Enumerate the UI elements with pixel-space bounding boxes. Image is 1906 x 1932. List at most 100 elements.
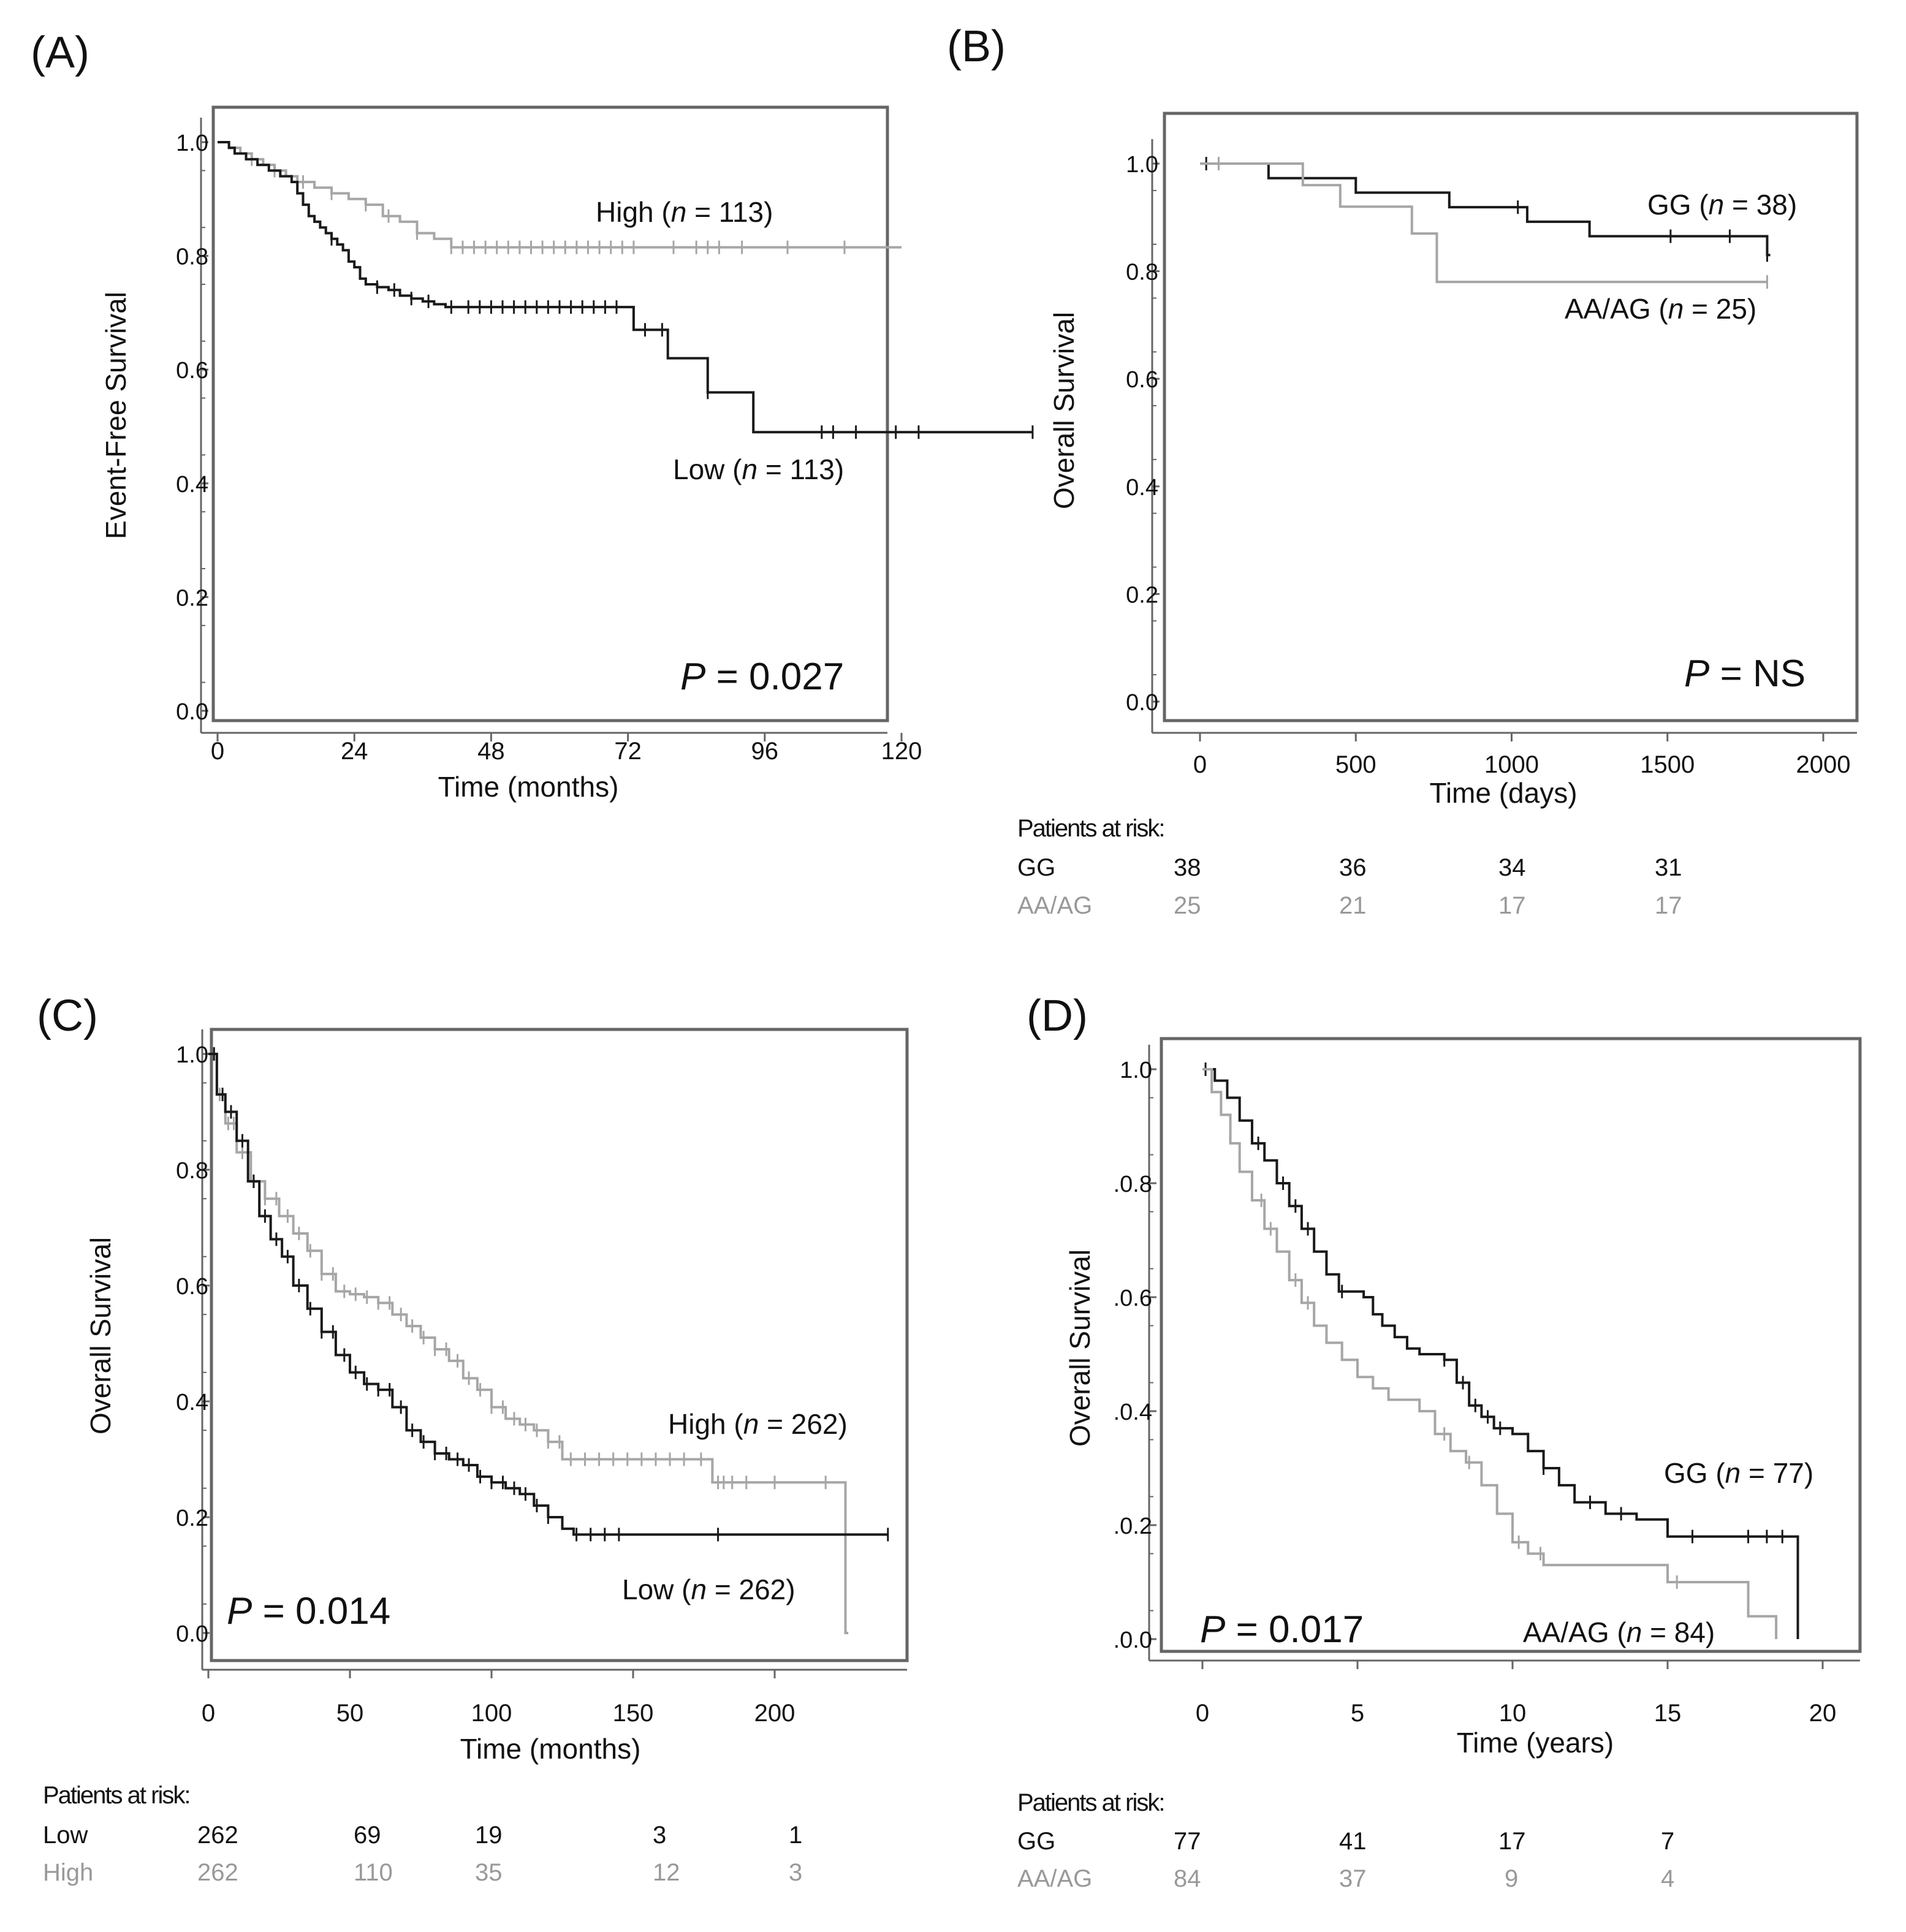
risk-group-c-0: Low — [43, 1822, 88, 1849]
x-tick-label: 200 — [754, 1700, 795, 1727]
y-tick-label: 0.4 — [1126, 475, 1158, 501]
series-label-light: AA/AG (n = 84) — [1523, 1616, 1715, 1648]
p-value: P = 0.014 — [227, 1590, 390, 1632]
risk-value: 25 — [1174, 892, 1201, 919]
plot-frame — [1163, 112, 1859, 722]
risk-title-c: Patients at risk: — [43, 1782, 191, 1809]
risk-title-b: Patients at risk: — [1017, 815, 1165, 842]
x-tick-label: 100 — [471, 1700, 512, 1727]
risk-value: 34 — [1498, 854, 1526, 881]
risk-value: 69 — [354, 1822, 381, 1849]
y-axis-label: Overall Survival — [1048, 312, 1080, 509]
x-tick-label: 0 — [211, 738, 224, 765]
y-tick-label: 1.0 — [1126, 152, 1158, 178]
p-value: P = 0.027 — [680, 656, 844, 698]
series-label-dark: Low (n = 113) — [673, 453, 844, 485]
risk-value: 41 — [1339, 1828, 1367, 1855]
y-tick-label: 0.4 — [176, 472, 208, 498]
risk-value: 19 — [475, 1822, 503, 1849]
x-tick-label: 20 — [1809, 1700, 1837, 1727]
risk-group-d-1: AA/AG — [1017, 1865, 1093, 1892]
panel-a: 0.0 0.2 0.4 0.6 0.8 1.0 0 24 48 72 96 120 Time (mont… — [100, 105, 1034, 803]
km-curve-dark — [218, 141, 1033, 434]
y-tick-label: 0.8 — [176, 1158, 208, 1184]
x-tick-label: 1000 — [1484, 751, 1539, 778]
y-tick-label: .0.4 — [1114, 1400, 1152, 1425]
risk-value: 21 — [1339, 892, 1367, 919]
x-tick-label: 2000 — [1796, 751, 1851, 778]
x-tick-label: 72 — [614, 738, 642, 765]
y-axis-label: Event-Free Survival — [100, 292, 132, 539]
y-tick-label: 1.0 — [176, 131, 208, 156]
series-label-light: AA/AG (n = 25) — [1565, 293, 1756, 325]
plot-frame — [1160, 1037, 1862, 1653]
x-tick-label: 150 — [613, 1700, 654, 1727]
x-axis-label: Time (months) — [438, 771, 619, 803]
risk-value: 31 — [1655, 854, 1682, 881]
x-tick-label: 15 — [1654, 1700, 1682, 1727]
risk-value: 7 — [1661, 1828, 1675, 1855]
risk-value: 36 — [1339, 854, 1367, 881]
y-tick-label: .0.2 — [1114, 1513, 1152, 1539]
x-tick-label: 48 — [477, 738, 505, 765]
risk-value: 4 — [1661, 1865, 1675, 1892]
x-tick-label: 50 — [336, 1700, 364, 1727]
risk-value: 35 — [475, 1859, 503, 1886]
x-tick-label: 0 — [1196, 1700, 1209, 1727]
series-label-light: High (n = 113) — [596, 196, 773, 228]
x-axis-label: Time (years) — [1457, 1727, 1614, 1759]
y-axis-label: Overall Survival — [1064, 1249, 1096, 1447]
x-tick-label: 1500 — [1640, 751, 1695, 778]
km-curve-light — [218, 141, 902, 249]
risk-value: 262 — [197, 1822, 238, 1849]
risk-value: 110 — [354, 1859, 393, 1886]
panel-letter-c: (C) — [37, 991, 98, 1040]
y-tick-label: 1.0 — [1120, 1058, 1152, 1083]
y-tick-label: 0.2 — [1126, 582, 1158, 608]
risk-value: 17 — [1498, 892, 1526, 919]
panel-b: 0.0 0.2 0.4 0.6 0.8 1.0 0 500 1000 1500 2000 Time (… — [1048, 112, 1859, 809]
y-tick-label: .0.6 — [1114, 1286, 1152, 1311]
panel-letter-d: (D) — [1027, 991, 1088, 1040]
y-tick-label: 0.2 — [176, 585, 208, 611]
km-curve-dark — [1200, 162, 1771, 257]
risk-value: 84 — [1174, 1865, 1201, 1892]
km-curve-light — [208, 1053, 849, 1634]
risk-value: 3 — [653, 1822, 667, 1849]
series-label-dark: GG (n = 38) — [1647, 189, 1797, 221]
km-curve-dark — [208, 1053, 888, 1536]
x-tick-label: 96 — [751, 738, 779, 765]
y-tick-label: 0.6 — [176, 1274, 208, 1300]
series-label-light: High (n = 262) — [668, 1408, 848, 1440]
y-tick-label: 1.0 — [176, 1042, 208, 1068]
y-tick-label: .0.8 — [1114, 1172, 1152, 1197]
x-axis-label: Time (days) — [1429, 777, 1577, 809]
plot-frame — [211, 105, 889, 722]
risk-value: 77 — [1174, 1828, 1201, 1855]
panel-d: .0.0 .0.2 .0.4 .0.6 .0.8 1.0 0 5 10 15 20 Time (yea… — [1064, 1037, 1862, 1759]
km-curve-light — [1202, 1068, 1778, 1639]
x-tick-label: 0 — [202, 1700, 215, 1727]
y-tick-label: 0.0 — [176, 699, 208, 725]
p-value: P = 0.017 — [1200, 1608, 1364, 1651]
risk-value: 37 — [1339, 1865, 1367, 1892]
y-tick-label: 0.4 — [176, 1390, 208, 1415]
p-value: P = NS — [1684, 653, 1805, 695]
x-tick-label: 5 — [1351, 1700, 1364, 1727]
y-tick-label: 0.8 — [176, 244, 208, 270]
risk-value: 17 — [1655, 892, 1682, 919]
risk-group-c-1: High — [43, 1859, 94, 1886]
risk-value: 3 — [789, 1859, 803, 1886]
plot-frame — [210, 1028, 909, 1662]
series-label-dark: Low (n = 262) — [622, 1574, 795, 1605]
risk-group-b-0: GG — [1017, 854, 1056, 881]
risk-value: 38 — [1174, 854, 1201, 881]
risk-value: 262 — [197, 1859, 238, 1886]
y-axis-label: Overall Survival — [85, 1237, 116, 1434]
risk-title-d: Patients at risk: — [1017, 1789, 1165, 1816]
x-axis-label: Time (months) — [460, 1733, 641, 1765]
y-tick-label: 0.6 — [176, 358, 208, 384]
panel-letter-a: (A) — [31, 28, 89, 77]
risk-group-b-1: AA/AG — [1017, 892, 1093, 919]
